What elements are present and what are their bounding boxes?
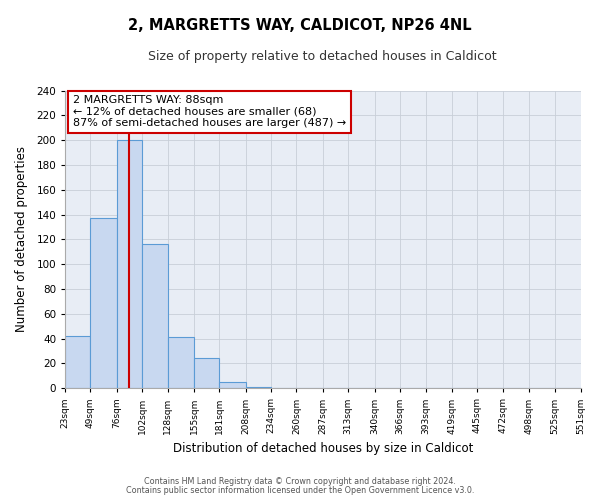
Y-axis label: Number of detached properties: Number of detached properties [15, 146, 28, 332]
Bar [220, 382, 245, 388]
Bar [65, 336, 91, 388]
Bar [194, 358, 220, 388]
Bar [167, 338, 194, 388]
X-axis label: Distribution of detached houses by size in Caldicot: Distribution of detached houses by size … [173, 442, 473, 455]
Bar [245, 387, 271, 388]
Bar [142, 244, 167, 388]
Text: 2 MARGRETTS WAY: 88sqm
← 12% of detached houses are smaller (68)
87% of semi-det: 2 MARGRETTS WAY: 88sqm ← 12% of detached… [73, 95, 346, 128]
Text: Contains HM Land Registry data © Crown copyright and database right 2024.: Contains HM Land Registry data © Crown c… [144, 477, 456, 486]
Bar [91, 218, 117, 388]
Text: Contains public sector information licensed under the Open Government Licence v3: Contains public sector information licen… [126, 486, 474, 495]
Bar [117, 140, 142, 388]
Title: Size of property relative to detached houses in Caldicot: Size of property relative to detached ho… [148, 50, 497, 63]
Text: 2, MARGRETTS WAY, CALDICOT, NP26 4NL: 2, MARGRETTS WAY, CALDICOT, NP26 4NL [128, 18, 472, 32]
